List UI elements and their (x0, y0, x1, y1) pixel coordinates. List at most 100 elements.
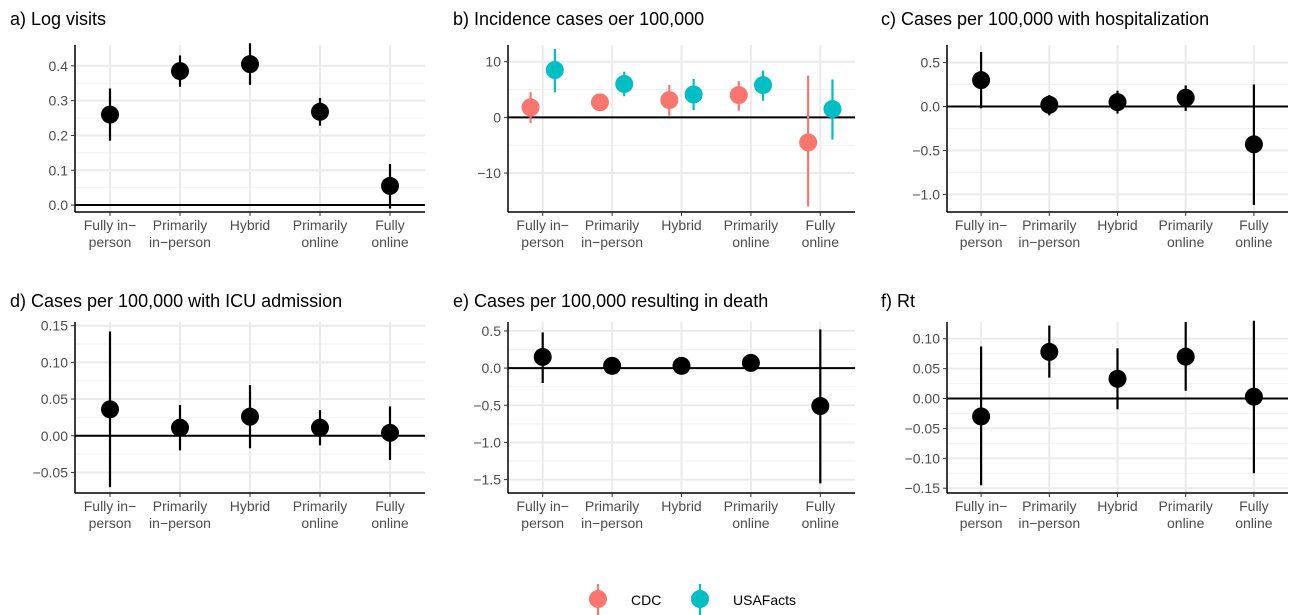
data-point (311, 102, 329, 121)
data-point (1108, 369, 1127, 388)
y-tick-label: −1.0 (912, 186, 940, 202)
data-point (171, 418, 189, 437)
x-tick-label: online (371, 234, 409, 250)
x-tick-label: online (301, 515, 339, 531)
x-tick-label: Primarily (1158, 498, 1212, 514)
y-tick-label: 0.0 (482, 360, 502, 376)
x-tick-label: Primarily (585, 217, 639, 233)
panel-b: b) Incidence cases oer 100,000 −10 0 10 Full… (453, 9, 855, 250)
x-tick-label: Hybrid (661, 217, 701, 233)
panel-title: f) Rt (881, 291, 915, 311)
y-tick-label: −1.0 (473, 434, 501, 450)
x-tick-label: Fully (375, 498, 405, 514)
x-tick-label: person (89, 515, 132, 531)
panel-e: e) Cases per 100,000 resulting in death −… (453, 291, 855, 531)
legend-key-point (589, 590, 607, 608)
data-point (101, 105, 119, 124)
x-tick-label: in−person (581, 515, 643, 531)
x-tick-label: in−person (1018, 234, 1080, 250)
data-point (741, 353, 760, 372)
panel-title: b) Incidence cases oer 100,000 (453, 9, 704, 29)
data-point (521, 98, 540, 117)
data-point (241, 407, 259, 426)
y-tick-label: 0.4 (49, 58, 69, 74)
panel-title: d) Cases per 100,000 with ICU admission (10, 291, 342, 311)
x-tick-label: Fully in− (516, 217, 569, 233)
y-tick-label: 0 (493, 109, 501, 125)
legend-label: USAFacts (733, 592, 796, 608)
x-tick-label: Fully (375, 217, 405, 233)
y-tick-label: 0.00 (41, 428, 68, 444)
x-tick-label: in−person (1018, 515, 1080, 531)
panel-d: d) Cases per 100,000 with ICU admission −… (10, 291, 425, 531)
x-tick-label: Primarily (585, 498, 639, 514)
panel-title: a) Log visits (10, 9, 106, 29)
data-point (1244, 135, 1263, 154)
x-tick-label: Hybrid (1097, 217, 1137, 233)
x-tick-label: person (960, 515, 1003, 531)
x-tick-label: Hybrid (230, 217, 270, 233)
y-tick-label: 10 (485, 54, 501, 70)
y-tick-label: −10 (477, 165, 501, 181)
y-tick-label: 0.15 (41, 318, 68, 334)
y-tick-label: −0.05 (905, 420, 941, 436)
y-tick-label: 0.1 (49, 162, 69, 178)
panel-f: f) Rt −0.15 −0.10 −0.05 0.00 0.05 0.10 Fully in… (881, 291, 1288, 531)
x-tick-label: person (521, 234, 564, 250)
x-tick-label: online (1235, 234, 1273, 250)
data-point (311, 418, 329, 437)
x-tick-label: Primarily (724, 498, 778, 514)
data-point (381, 176, 399, 195)
x-tick-label: Primarily (1022, 217, 1076, 233)
x-tick-label: Hybrid (1097, 498, 1137, 514)
data-point (684, 85, 703, 104)
y-tick-label: 0.0 (49, 197, 69, 213)
y-tick-label: 0.0 (921, 99, 941, 115)
x-tick-label: in−person (149, 234, 211, 250)
x-tick-label: Fully (806, 217, 836, 233)
y-tick-label: 0.5 (921, 55, 941, 71)
data-point (615, 74, 634, 93)
x-tick-label: online (802, 234, 840, 250)
y-tick-label: −0.5 (473, 397, 501, 413)
x-tick-label: Primarily (153, 498, 207, 514)
legend-key-point (691, 590, 709, 608)
data-point (533, 347, 552, 366)
data-point (101, 400, 119, 419)
y-tick-label: 0.10 (913, 331, 940, 347)
x-tick-label: Primarily (293, 217, 347, 233)
x-tick-label: Fully (1239, 498, 1269, 514)
x-tick-label: in−person (149, 515, 211, 531)
x-tick-label: online (1167, 515, 1205, 531)
x-tick-label: person (521, 515, 564, 531)
data-point (1040, 342, 1059, 361)
y-tick-label: −0.05 (33, 464, 69, 480)
data-point (972, 71, 991, 90)
data-point (545, 61, 564, 80)
y-tick-label: 0.3 (49, 93, 69, 109)
x-tick-label: online (301, 234, 339, 250)
y-tick-label: −1.5 (473, 472, 501, 488)
x-tick-label: online (1235, 515, 1273, 531)
legend-label: CDC (631, 592, 661, 608)
data-point (1176, 347, 1195, 366)
x-tick-label: Fully (1239, 217, 1269, 233)
data-point (1040, 95, 1059, 114)
data-point (171, 62, 189, 81)
x-tick-label: online (802, 515, 840, 531)
x-tick-label: online (732, 515, 770, 531)
data-point (590, 93, 609, 112)
x-tick-label: online (1167, 234, 1205, 250)
data-point (381, 423, 399, 442)
x-tick-label: online (371, 515, 409, 531)
x-tick-label: in−person (581, 234, 643, 250)
x-tick-label: Fully in− (84, 217, 137, 233)
x-tick-label: Fully (806, 498, 836, 514)
data-point (1176, 88, 1195, 107)
x-tick-label: Primarily (1022, 498, 1076, 514)
data-point (754, 76, 773, 95)
data-point (729, 86, 748, 105)
data-point (660, 91, 679, 110)
x-tick-label: person (89, 234, 132, 250)
panel-title: c) Cases per 100,000 with hospitalizatio… (881, 9, 1209, 29)
